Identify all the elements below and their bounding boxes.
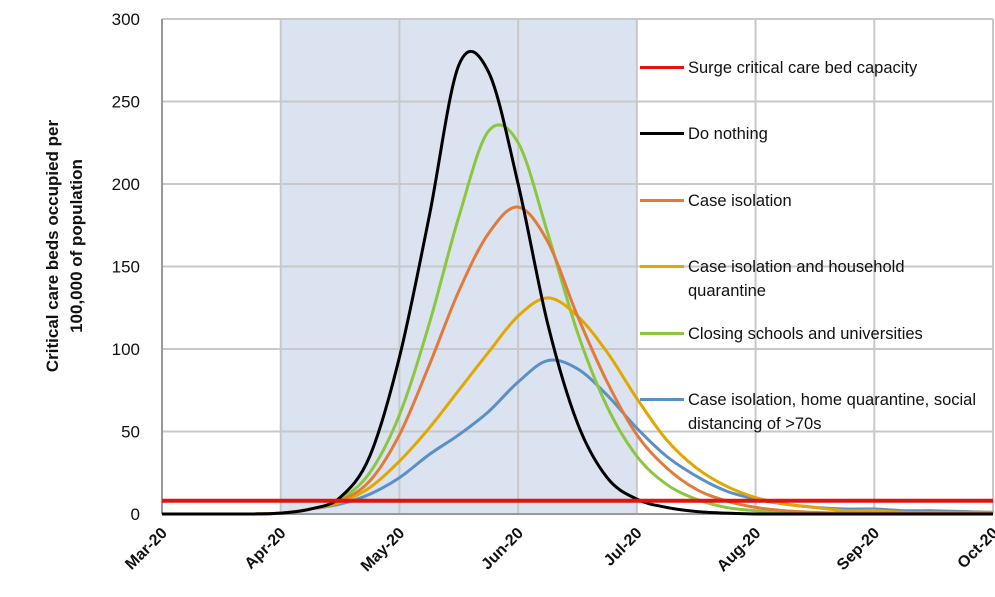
x-tick-label: May-20 (358, 525, 408, 575)
legend-swatch (640, 265, 684, 269)
legend-entry: Case isolation (640, 189, 990, 255)
legend-swatch (640, 66, 684, 69)
legend-swatch (640, 132, 684, 136)
legend-swatch (640, 198, 684, 202)
y-axis-label: Critical care beds occupied per 100,000 … (43, 119, 86, 373)
legend-label: Case isolation (688, 191, 792, 210)
x-tick-label: Jun-20 (478, 525, 527, 574)
y-tick-label: 200 (112, 175, 140, 194)
x-tick-label: Apr-20 (242, 525, 290, 573)
legend-entry: Case isolation, home quarantine, social … (640, 388, 990, 454)
y-tick-label: 0 (131, 505, 140, 524)
legend-label: Case isolation, home quarantine, social … (688, 390, 977, 433)
legend-label: Case isolation and household quarantine (688, 258, 905, 301)
legend-entry: Surge critical care bed capacity (640, 56, 990, 122)
y-tick-label: 250 (112, 93, 140, 112)
legend-label: Closing schools and universities (688, 324, 923, 343)
y-tick-label: 50 (121, 423, 140, 442)
x-tick-label: Oct-20 (955, 525, 995, 572)
legend: Surge critical care bed capacity Do nothi… (640, 56, 990, 454)
legend-entry: Do nothing (640, 122, 990, 188)
y-tick-label: 100 (112, 340, 140, 359)
y-tick-label: 300 (112, 10, 140, 29)
x-tick-label: Jul-20 (601, 525, 646, 570)
x-tick-label: Aug-20 (714, 525, 764, 575)
x-tick-label: Sep-20 (834, 525, 883, 574)
legend-swatch (640, 397, 684, 401)
legend-swatch (640, 331, 684, 335)
series-line (161, 49, 993, 516)
legend-label: Surge critical care bed capacity (688, 59, 918, 77)
y-tick-label: 150 (112, 258, 140, 277)
legend-entry: Case isolation and household quarantine (640, 255, 990, 321)
legend-entry: Closing schools and universities (640, 322, 990, 388)
legend-label: Do nothing (688, 125, 768, 144)
x-tick-label: Mar-20 (122, 525, 171, 574)
